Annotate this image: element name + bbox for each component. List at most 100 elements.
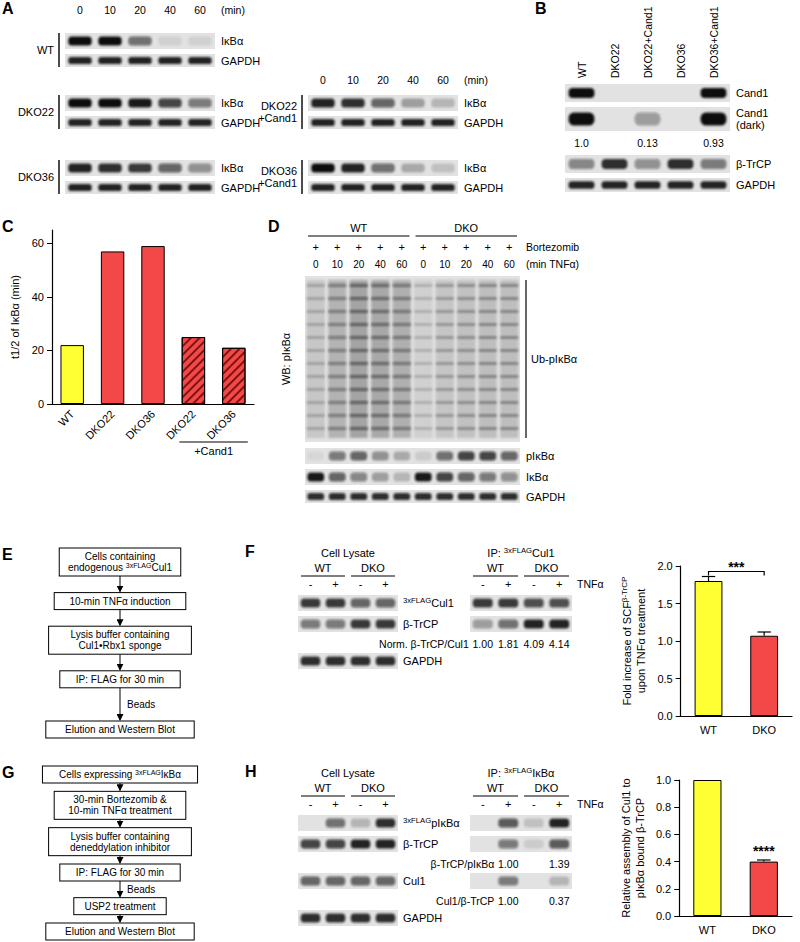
svg-text:1.0: 1.0 — [656, 774, 671, 786]
svg-text:30-min Bortezomib &: 30-min Bortezomib & — [73, 794, 167, 805]
svg-text:WT: WT — [487, 562, 504, 574]
svg-text:Elution and Western Blot: Elution and Western Blot — [65, 724, 175, 735]
svg-text:WT: WT — [487, 782, 504, 794]
svg-text:WT: WT — [314, 782, 331, 794]
svg-text:***: *** — [728, 559, 745, 575]
svg-text:IκBα: IκBα — [221, 97, 244, 109]
svg-text:A: A — [2, 0, 14, 17]
svg-text:1.0: 1.0 — [657, 635, 672, 647]
svg-text:IκBα: IκBα — [221, 35, 244, 47]
svg-text:β-TrCP: β-TrCP — [620, 577, 629, 603]
svg-text:+Cand1: +Cand1 — [194, 445, 233, 457]
svg-text:40: 40 — [32, 291, 44, 303]
svg-text:GAPDH: GAPDH — [403, 912, 442, 924]
svg-text:0.93: 0.93 — [703, 137, 724, 149]
svg-text:3xFLAGpIκBα: 3xFLAGpIκBα — [403, 816, 460, 829]
svg-text:0: 0 — [320, 74, 326, 86]
svg-text:3xFLAGCul1: 3xFLAGCul1 — [403, 596, 454, 609]
svg-text:Fold increase of SCF: Fold increase of SCF — [621, 602, 633, 706]
svg-text:Cell Lysate: Cell Lysate — [321, 767, 375, 779]
svg-text:IP: 3xFLAGCul1: IP: 3xFLAGCul1 — [487, 546, 554, 559]
svg-text:GAPDH: GAPDH — [403, 655, 442, 667]
svg-text:deneddylation inhibitor: deneddylation inhibitor — [70, 842, 171, 853]
svg-text:+: + — [556, 798, 562, 810]
svg-text:Lysis buffer containing: Lysis buffer containing — [71, 629, 170, 640]
svg-text:40: 40 — [482, 259, 494, 270]
svg-text:0.13: 0.13 — [637, 137, 658, 149]
svg-text:DKO36: DKO36 — [675, 43, 687, 78]
svg-text:+: + — [399, 241, 405, 253]
svg-text:DKO22: DKO22 — [261, 100, 297, 112]
svg-text:(min): (min) — [221, 4, 245, 16]
svg-text:DKO36+Cand1: DKO36+Cand1 — [708, 6, 720, 78]
svg-text:+: + — [506, 241, 512, 253]
svg-text:40: 40 — [375, 259, 387, 270]
svg-text:GAPDH: GAPDH — [221, 117, 260, 129]
svg-text:+Cand1: +Cand1 — [258, 112, 297, 124]
svg-text:C: C — [2, 218, 14, 235]
svg-text:60: 60 — [504, 259, 516, 270]
svg-text:TNFα: TNFα — [577, 578, 603, 590]
svg-text:β-TrCP/pIκBα: β-TrCP/pIκBα — [431, 858, 495, 870]
svg-text:60: 60 — [396, 259, 408, 270]
svg-text:DKO: DKO — [752, 724, 776, 736]
svg-text:10: 10 — [332, 259, 344, 270]
svg-text:G: G — [2, 764, 14, 781]
svg-text:Cul1: Cul1 — [403, 875, 426, 887]
svg-text:60: 60 — [32, 237, 44, 249]
svg-text:+: + — [485, 241, 491, 253]
svg-text:GAPDH: GAPDH — [464, 117, 503, 129]
svg-text:Cell Lysate: Cell Lysate — [321, 547, 375, 559]
svg-text:B: B — [535, 0, 547, 17]
svg-text:GAPDH: GAPDH — [736, 179, 775, 191]
svg-text:10: 10 — [347, 74, 359, 86]
svg-text:1.00: 1.00 — [473, 638, 494, 650]
svg-text:1.39: 1.39 — [549, 858, 570, 870]
svg-text:IP: 3xFLAGIκBα: IP: 3xFLAGIκBα — [488, 766, 556, 779]
svg-text:+: + — [442, 241, 448, 253]
svg-text:0: 0 — [313, 259, 319, 270]
svg-text:0: 0 — [38, 398, 44, 410]
svg-text:****: **** — [753, 843, 775, 859]
svg-text:0.8: 0.8 — [656, 801, 671, 813]
svg-text:H: H — [245, 763, 257, 780]
svg-text:Relative assembly of Cul1 to: Relative assembly of Cul1 to — [620, 778, 632, 917]
svg-text:2.0: 2.0 — [657, 560, 672, 572]
svg-text:Ub-pIκBα: Ub-pIκBα — [531, 353, 578, 365]
svg-text:-: - — [481, 578, 485, 590]
svg-text:IκBα: IκBα — [221, 162, 244, 174]
svg-text:+: + — [420, 241, 426, 253]
svg-text:DKO36: DKO36 — [123, 408, 157, 442]
svg-text:t1/2 of IκBα (min): t1/2 of IκBα (min) — [9, 275, 21, 359]
svg-text:0.0: 0.0 — [657, 710, 672, 722]
svg-text:IP: FLAG for 30 min: IP: FLAG for 30 min — [76, 674, 164, 685]
svg-text:Cul1/β-TrCP: Cul1/β-TrCP — [436, 895, 494, 907]
svg-text:DKO36: DKO36 — [261, 165, 297, 177]
svg-text:WT: WT — [576, 61, 588, 78]
svg-text:+: + — [332, 798, 338, 810]
svg-text:GAPDH: GAPDH — [464, 182, 503, 194]
svg-text:0: 0 — [420, 259, 426, 270]
svg-text:+: + — [332, 578, 338, 590]
svg-text:20: 20 — [461, 259, 473, 270]
svg-text:20: 20 — [134, 4, 146, 16]
svg-text:DKO36: DKO36 — [204, 408, 238, 442]
svg-text:GAPDH: GAPDH — [526, 491, 565, 503]
svg-text:Cand1: Cand1 — [736, 87, 768, 99]
svg-text:+: + — [313, 241, 319, 253]
svg-text:40: 40 — [407, 74, 419, 86]
svg-text:-: - — [481, 798, 485, 810]
svg-text:DKO: DKO — [535, 562, 559, 574]
svg-text:Cand1: Cand1 — [736, 107, 768, 119]
svg-text:10-min TNFα induction: 10-min TNFα induction — [69, 596, 170, 607]
svg-text:60: 60 — [437, 74, 449, 86]
svg-text:Cells containing: Cells containing — [85, 551, 156, 562]
svg-text:Lysis buffer containing: Lysis buffer containing — [71, 831, 170, 842]
svg-text:(dark): (dark) — [736, 119, 765, 131]
svg-text:-: - — [309, 798, 313, 810]
svg-text:pIκBα: pIκBα — [526, 450, 555, 462]
svg-text:+: + — [382, 578, 388, 590]
svg-text:+: + — [505, 578, 511, 590]
svg-text:4.14: 4.14 — [549, 638, 570, 650]
svg-text:1.5: 1.5 — [657, 598, 672, 610]
